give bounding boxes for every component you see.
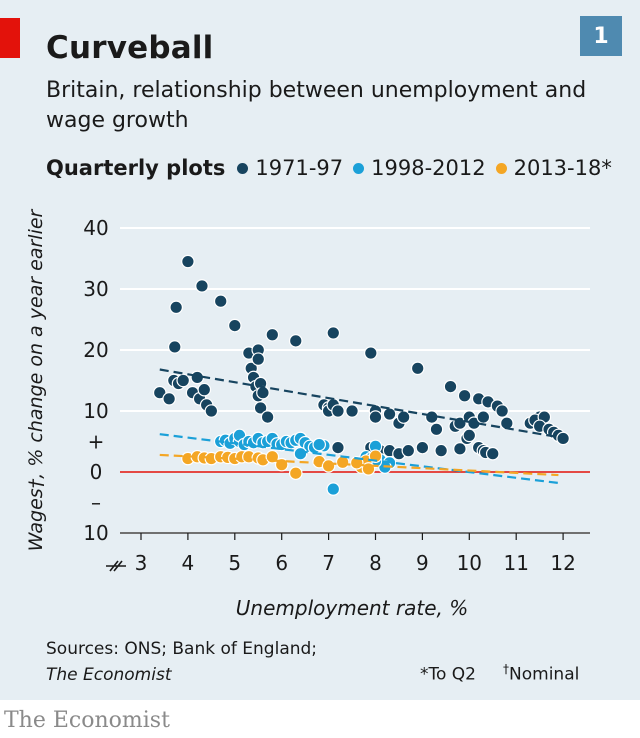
footnote-nominal: Nominal <box>509 664 580 685</box>
legend-dot-1971-97 <box>237 162 249 174</box>
point-1971-97 <box>204 404 219 418</box>
red-tag <box>0 18 20 58</box>
point-1971-97 <box>462 428 477 443</box>
x-tick-label: 8 <box>369 551 382 575</box>
point-1971-97 <box>228 318 242 333</box>
point-1971-97 <box>167 340 182 354</box>
legend-item-1998-2012: 1998-2012 <box>353 156 486 180</box>
point-1998-2012 <box>312 437 327 452</box>
point-1971-97 <box>476 410 491 424</box>
point-1971-97 <box>396 410 411 424</box>
footnote-q2: *To Q2 <box>420 664 476 685</box>
point-1971-97 <box>176 373 191 388</box>
y-tick-label: – <box>91 491 101 515</box>
brand-wordmark: The Economist <box>4 708 170 733</box>
point-1971-97 <box>453 442 467 456</box>
point-1998-2012 <box>293 446 308 461</box>
y-tick-label: 10 <box>83 399 108 423</box>
x-tick-label: 6 <box>275 551 288 575</box>
point-1971-97 <box>345 404 359 418</box>
chart-number-badge: 1 <box>580 16 622 56</box>
chart-title: Curveball <box>46 30 214 66</box>
legend-dot-1998-2012 <box>353 162 365 174</box>
x-tick-label: 4 <box>182 551 195 575</box>
point-2013-18 <box>321 459 336 473</box>
point-1971-97 <box>256 385 270 400</box>
trend-line-1998-2012 <box>159 433 559 485</box>
y-axis-label: Wages†, % change on a year earlier <box>25 208 47 551</box>
x-tick-label: 10 <box>457 551 482 575</box>
point-1971-97 <box>401 443 416 458</box>
point-1971-97 <box>162 392 176 406</box>
x-tick-label: 5 <box>228 551 241 575</box>
point-1971-97 <box>485 446 500 461</box>
point-1971-97 <box>253 401 268 415</box>
point-1971-97 <box>265 327 280 342</box>
point-1971-97 <box>251 352 266 366</box>
sources-line: Sources: ONS; Bank of England; <box>46 639 318 659</box>
footnote-dagger: † <box>503 662 510 676</box>
point-1998-2012 <box>326 482 341 496</box>
x-tick-label: 11 <box>503 551 528 575</box>
point-1971-97 <box>410 361 425 376</box>
point-2013-18 <box>288 466 303 481</box>
point-layer <box>152 254 570 496</box>
x-tick-label: 3 <box>135 551 148 575</box>
chart-subtitle: Britain, relationship between unemployme… <box>46 78 587 133</box>
legend-dot-2013-18 <box>495 162 507 174</box>
scatter-chart: 40 30 20 10 +0 – 10 3 4 5 6 7 8 9 10 11 12 Unemployment r… <box>25 208 590 620</box>
point-1971-97 <box>331 440 345 455</box>
point-1971-97 <box>152 385 167 400</box>
point-1971-97 <box>260 410 275 424</box>
point-1971-97 <box>288 334 303 348</box>
axis-break-mark <box>106 560 126 572</box>
x-axis-label: Unemployment rate, % <box>236 596 468 620</box>
point-1971-97 <box>368 410 383 424</box>
axis-layer: 40 30 20 10 +0 – 10 3 4 5 6 7 8 9 10 11 12 Unemployment r… <box>25 208 576 620</box>
x-tick-label: 9 <box>416 551 429 575</box>
point-1971-97 <box>331 404 345 418</box>
chart-panel: Curveball 1 Britain, relationship betwee… <box>0 0 640 700</box>
trend-line-2013-18 <box>159 453 559 477</box>
point-1971-97 <box>429 422 444 437</box>
point-1971-97 <box>495 404 509 418</box>
y-tick-label: 0 <box>90 460 103 484</box>
point-1971-97 <box>326 326 341 340</box>
point-1971-97 <box>382 407 397 421</box>
footnotes: *To Q2 †Nominal <box>420 662 579 685</box>
trend-line-1971-97 <box>159 368 564 439</box>
y-tick-label: + <box>88 430 105 454</box>
sources: Sources: ONS; Bank of England; The Econo… <box>46 636 317 688</box>
point-1971-97 <box>195 279 209 293</box>
grid-layer <box>120 227 590 534</box>
x-tick-label: 7 <box>322 551 335 575</box>
point-1971-97 <box>556 431 570 446</box>
y-tick-label: 10 <box>83 521 108 545</box>
legend-label-1998-2012: 1998-2012 <box>371 156 486 180</box>
point-1971-97 <box>364 346 378 360</box>
legend-title: Quarterly plots <box>46 156 226 180</box>
y-tick-label: 30 <box>83 277 108 301</box>
legend-label-2013-18: 2013-18* <box>513 156 612 180</box>
point-1971-97 <box>443 379 458 394</box>
y-tick-label: 20 <box>83 338 108 362</box>
point-1971-97 <box>415 440 430 455</box>
point-1971-97 <box>434 443 448 458</box>
point-1971-97 <box>181 254 195 269</box>
legend-label-1971-97: 1971-97 <box>255 156 344 180</box>
point-1971-97 <box>169 300 183 315</box>
point-1971-97 <box>457 388 472 403</box>
point-1971-97 <box>197 382 212 397</box>
legend-item-1971-97: 1971-97 <box>237 156 343 180</box>
legend-item-2013-18: 2013-18* <box>495 156 612 180</box>
point-1971-97 <box>213 294 228 308</box>
legend: Quarterly plots 1971-97 1998-2012 2013-1… <box>46 156 622 180</box>
x-tick-label: 12 <box>550 551 575 575</box>
sources-publication: The Economist <box>46 665 172 685</box>
y-tick-label: 40 <box>83 216 108 240</box>
